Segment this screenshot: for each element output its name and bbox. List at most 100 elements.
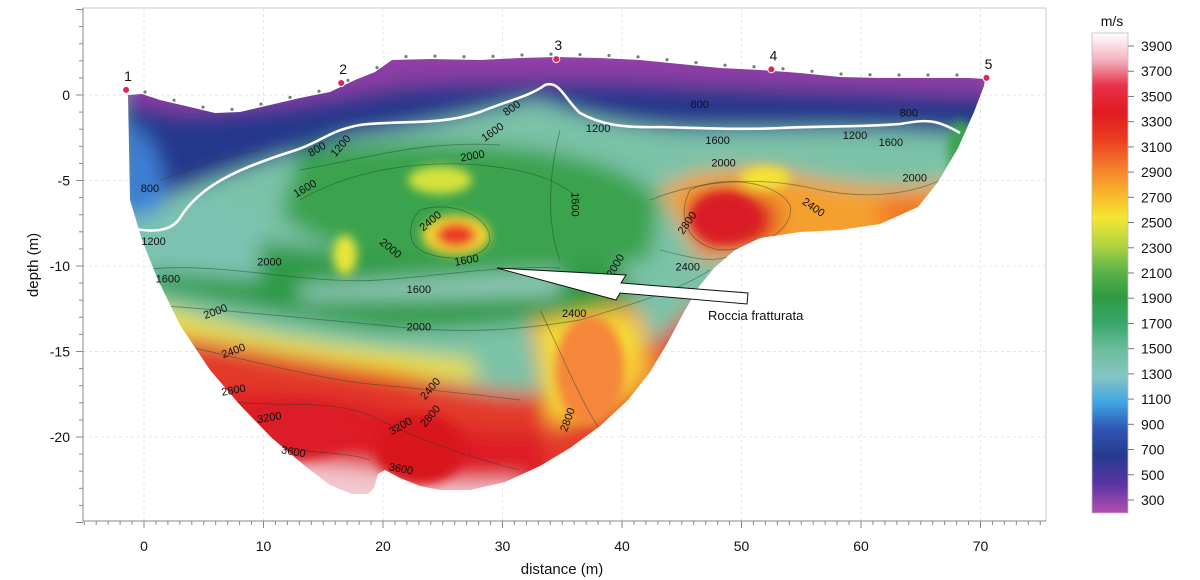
contour-label: 2000 bbox=[257, 256, 281, 268]
contour-label: 800 bbox=[900, 108, 918, 120]
contour-label: 800 bbox=[690, 99, 708, 111]
colorbar-tick-label: 700 bbox=[1141, 442, 1165, 458]
surface-marker bbox=[201, 105, 205, 109]
colorbar-tick-label: 1900 bbox=[1141, 290, 1172, 306]
geophone-label: 5 bbox=[985, 56, 993, 72]
surface-marker bbox=[897, 73, 901, 77]
surface-marker bbox=[172, 98, 176, 102]
surface-marker bbox=[230, 107, 234, 111]
colorbar-tick-label: 3500 bbox=[1141, 88, 1172, 104]
colorbar-tick-label: 500 bbox=[1141, 467, 1165, 483]
colorbar-tick-label: 2900 bbox=[1141, 164, 1172, 180]
geophone-marker bbox=[982, 73, 991, 82]
surface-marker bbox=[926, 73, 930, 77]
surface-marker bbox=[462, 55, 466, 59]
surface-marker bbox=[433, 54, 437, 58]
surface-marker bbox=[723, 63, 727, 67]
geophone-marker bbox=[122, 85, 131, 94]
y-tick-label: -15 bbox=[50, 344, 70, 360]
x-tick-label: 30 bbox=[495, 538, 511, 554]
contour-label: 1600 bbox=[156, 274, 180, 286]
contour-label: 3600 bbox=[280, 444, 306, 460]
surface-marker bbox=[694, 61, 698, 65]
contour-label: 1600 bbox=[705, 135, 729, 147]
contour-label: 1200 bbox=[141, 236, 165, 248]
colorbar-tick-label: 300 bbox=[1141, 492, 1165, 508]
surface-marker bbox=[375, 65, 379, 70]
surface-marker bbox=[578, 52, 582, 57]
surface-marker bbox=[955, 73, 959, 77]
x-axis-title: distance (m) bbox=[521, 561, 604, 578]
contour-lines bbox=[139, 129, 961, 471]
colorbar-tick-label: 2100 bbox=[1141, 265, 1172, 281]
x-tick-label: 40 bbox=[614, 538, 630, 554]
contour-label: 1600 bbox=[407, 284, 431, 296]
surface-marker bbox=[636, 55, 640, 59]
surface-marker bbox=[346, 78, 350, 82]
colorbar-tick-label: 2300 bbox=[1141, 240, 1172, 256]
colorbar-tick-label: 2700 bbox=[1141, 189, 1172, 205]
y-axis: 0 -5 -10 -15 -20 bbox=[50, 8, 84, 523]
surface-marker bbox=[404, 55, 408, 59]
contour-label: 2400 bbox=[562, 308, 586, 320]
contour-label: 3200 bbox=[256, 410, 282, 426]
surface-marker bbox=[317, 89, 321, 93]
surface-marker bbox=[781, 67, 785, 71]
colorbar-tick-label: 3900 bbox=[1141, 38, 1172, 54]
contour-label: 2000 bbox=[407, 321, 431, 333]
colorbar-tick-label: 900 bbox=[1141, 416, 1165, 432]
velocity-interface-line bbox=[128, 82, 961, 232]
surface-marker bbox=[491, 54, 495, 58]
x-tick-label: 50 bbox=[734, 538, 750, 554]
contour-label: 3600 bbox=[388, 461, 414, 477]
geophone-label: 1 bbox=[124, 68, 132, 84]
contour-label: 2000 bbox=[903, 173, 927, 185]
geophone-label: 4 bbox=[769, 47, 777, 63]
contour-label: 1600 bbox=[454, 253, 480, 269]
x-tick-label: 60 bbox=[853, 538, 869, 554]
geophone-marker bbox=[337, 79, 346, 88]
colorbar-tick-label: 2500 bbox=[1141, 215, 1172, 231]
colorbar-tick-label: 1500 bbox=[1141, 341, 1172, 357]
y-tick-label: 0 bbox=[62, 87, 70, 103]
colorbar bbox=[1091, 32, 1129, 514]
geophone-label: 2 bbox=[339, 61, 347, 77]
surface-marker bbox=[549, 52, 553, 56]
contour-label: 1200 bbox=[843, 130, 867, 142]
colorbar-tick-label: 1100 bbox=[1141, 391, 1171, 407]
contour-label: 2400 bbox=[675, 262, 699, 274]
geophone-group: 1 2 3 4 5 bbox=[122, 37, 993, 94]
surface-marker bbox=[520, 53, 524, 57]
surface-marker bbox=[752, 65, 756, 69]
colorbar-tick-label: 3100 bbox=[1141, 139, 1172, 155]
x-axis: 0 10 20 30 40 50 60 70 bbox=[83, 520, 1046, 554]
annotation-arrow bbox=[496, 267, 749, 305]
colorbar-unit: m/s bbox=[1101, 13, 1124, 29]
surface-marker bbox=[288, 95, 292, 99]
colorbar-tick-label: 1700 bbox=[1141, 315, 1172, 331]
contour-label: 1200 bbox=[586, 123, 610, 135]
surface-marker bbox=[259, 102, 263, 106]
contour-label: 1600 bbox=[879, 137, 903, 149]
surface-markers bbox=[143, 52, 959, 111]
contour-label: 2000 bbox=[711, 157, 735, 169]
contour-label: 2000 bbox=[460, 148, 486, 164]
surface-marker bbox=[810, 69, 814, 73]
colorbar-tick-label: 3700 bbox=[1141, 63, 1172, 79]
surface-marker bbox=[839, 72, 843, 76]
contour-label: 2800 bbox=[221, 383, 247, 399]
annotation-text: Roccia fratturata bbox=[708, 308, 804, 323]
y-tick-label: -20 bbox=[50, 429, 70, 445]
surface-marker bbox=[665, 58, 669, 62]
geophone-marker bbox=[767, 65, 776, 74]
x-tick-label: 0 bbox=[140, 538, 148, 554]
contour-label: 1600 bbox=[568, 192, 580, 216]
surface-marker bbox=[868, 73, 872, 77]
colorbar-tick-label: 3300 bbox=[1141, 114, 1172, 130]
colorbar-ticks: 3900 3700 3500 3300 3100 2900 2700 2500 2300 2100… bbox=[1128, 38, 1172, 508]
x-tick-label: 20 bbox=[375, 538, 391, 554]
x-tick-label: 10 bbox=[256, 538, 272, 554]
geophone-label: 3 bbox=[554, 37, 562, 53]
